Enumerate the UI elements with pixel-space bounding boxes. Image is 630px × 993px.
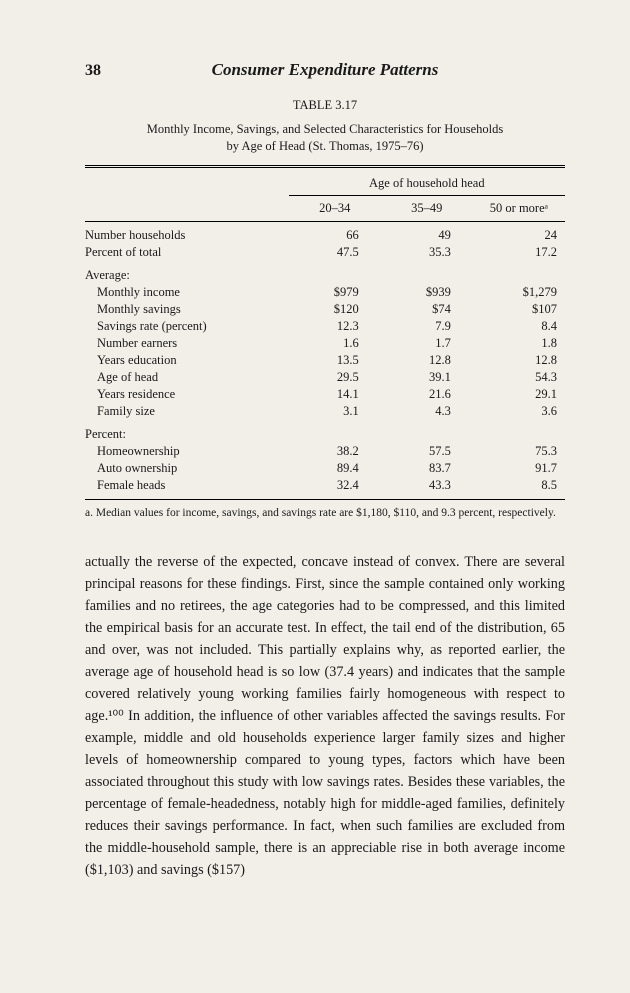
table-caption-l1: Monthly Income, Savings, and Selected Ch… bbox=[147, 122, 504, 136]
cell: 17.2 bbox=[473, 244, 565, 261]
row-label: Number households bbox=[85, 221, 289, 244]
spanning-header-row: Age of household head bbox=[85, 168, 565, 196]
table-row: Number earners 1.6 1.7 1.8 bbox=[85, 335, 565, 352]
cell: 12.8 bbox=[381, 352, 473, 369]
cell: 39.1 bbox=[381, 369, 473, 386]
col-head-2: 50 or moreᵃ bbox=[473, 195, 565, 221]
page-header: 38 Consumer Expenditure Patterns bbox=[85, 60, 565, 80]
table-wrap: Age of household head 20–34 35–49 50 or … bbox=[85, 165, 565, 500]
cell: 38.2 bbox=[289, 443, 381, 460]
spanning-header: Age of household head bbox=[289, 168, 565, 196]
table-caption: Monthly Income, Savings, and Selected Ch… bbox=[85, 121, 565, 155]
table-row: Homeownership 38.2 57.5 75.3 bbox=[85, 443, 565, 460]
row-label: Homeownership bbox=[85, 443, 289, 460]
table-row: Auto ownership 89.4 83.7 91.7 bbox=[85, 460, 565, 477]
cell: 57.5 bbox=[381, 443, 473, 460]
cell: 12.8 bbox=[473, 352, 565, 369]
cell: 49 bbox=[381, 221, 473, 244]
cell: 32.4 bbox=[289, 477, 381, 499]
cell: 91.7 bbox=[473, 460, 565, 477]
cell: 8.4 bbox=[473, 318, 565, 335]
cell: 35.3 bbox=[381, 244, 473, 261]
table-row: Percent of total 47.5 35.3 17.2 bbox=[85, 244, 565, 261]
cell: 54.3 bbox=[473, 369, 565, 386]
data-table: Age of household head 20–34 35–49 50 or … bbox=[85, 168, 565, 499]
cell: $979 bbox=[289, 284, 381, 301]
row-label: Monthly savings bbox=[85, 301, 289, 318]
cell: 29.5 bbox=[289, 369, 381, 386]
cell: $120 bbox=[289, 301, 381, 318]
table-row: Age of head 29.5 39.1 54.3 bbox=[85, 369, 565, 386]
group-header: Average: bbox=[85, 261, 565, 284]
cell: 47.5 bbox=[289, 244, 381, 261]
cell: 1.8 bbox=[473, 335, 565, 352]
cell: 75.3 bbox=[473, 443, 565, 460]
cell: 1.7 bbox=[381, 335, 473, 352]
cell: 13.5 bbox=[289, 352, 381, 369]
cell: 89.4 bbox=[289, 460, 381, 477]
cell: 4.3 bbox=[381, 403, 473, 420]
table-row: Family size 3.1 4.3 3.6 bbox=[85, 403, 565, 420]
cell: $1,279 bbox=[473, 284, 565, 301]
page-container: 38 Consumer Expenditure Patterns TABLE 3… bbox=[0, 0, 630, 921]
row-label: Savings rate (percent) bbox=[85, 318, 289, 335]
row-label: Years residence bbox=[85, 386, 289, 403]
cell: $939 bbox=[381, 284, 473, 301]
page-number: 38 bbox=[85, 62, 145, 80]
cell: 24 bbox=[473, 221, 565, 244]
table-label: TABLE 3.17 bbox=[85, 98, 565, 113]
row-label: Years education bbox=[85, 352, 289, 369]
cell: 21.6 bbox=[381, 386, 473, 403]
table-row: Savings rate (percent) 12.3 7.9 8.4 bbox=[85, 318, 565, 335]
row-label: Auto ownership bbox=[85, 460, 289, 477]
table-row: Monthly income $979 $939 $1,279 bbox=[85, 284, 565, 301]
cell: 3.6 bbox=[473, 403, 565, 420]
row-label: Family size bbox=[85, 403, 289, 420]
cell: 8.5 bbox=[473, 477, 565, 499]
column-headers-row: 20–34 35–49 50 or moreᵃ bbox=[85, 195, 565, 221]
group-header: Percent: bbox=[85, 420, 565, 443]
table-row: Years education 13.5 12.8 12.8 bbox=[85, 352, 565, 369]
chapter-title: Consumer Expenditure Patterns bbox=[145, 60, 565, 80]
row-label: Monthly income bbox=[85, 284, 289, 301]
cell: 43.3 bbox=[381, 477, 473, 499]
table-row: Female heads 32.4 43.3 8.5 bbox=[85, 477, 565, 499]
cell: 29.1 bbox=[473, 386, 565, 403]
table-row: Years residence 14.1 21.6 29.1 bbox=[85, 386, 565, 403]
col-head-1: 35–49 bbox=[381, 195, 473, 221]
table-row: Number households 66 49 24 bbox=[85, 221, 565, 244]
group-header-row: Average: bbox=[85, 261, 565, 284]
body-paragraph: actually the reverse of the expected, co… bbox=[85, 551, 565, 881]
row-label: Age of head bbox=[85, 369, 289, 386]
cell: $74 bbox=[381, 301, 473, 318]
row-label: Percent of total bbox=[85, 244, 289, 261]
table-caption-l2: by Age of Head (St. Thomas, 1975–76) bbox=[227, 139, 424, 153]
cell: 1.6 bbox=[289, 335, 381, 352]
cell: 66 bbox=[289, 221, 381, 244]
cell: 83.7 bbox=[381, 460, 473, 477]
col-head-0: 20–34 bbox=[289, 195, 381, 221]
cell: 7.9 bbox=[381, 318, 473, 335]
cell: 12.3 bbox=[289, 318, 381, 335]
cell: 14.1 bbox=[289, 386, 381, 403]
table-footnote: a. Median values for income, savings, an… bbox=[85, 506, 565, 522]
row-label: Female heads bbox=[85, 477, 289, 499]
cell: 3.1 bbox=[289, 403, 381, 420]
table-row: Monthly savings $120 $74 $107 bbox=[85, 301, 565, 318]
cell: $107 bbox=[473, 301, 565, 318]
group-header-row: Percent: bbox=[85, 420, 565, 443]
row-label: Number earners bbox=[85, 335, 289, 352]
